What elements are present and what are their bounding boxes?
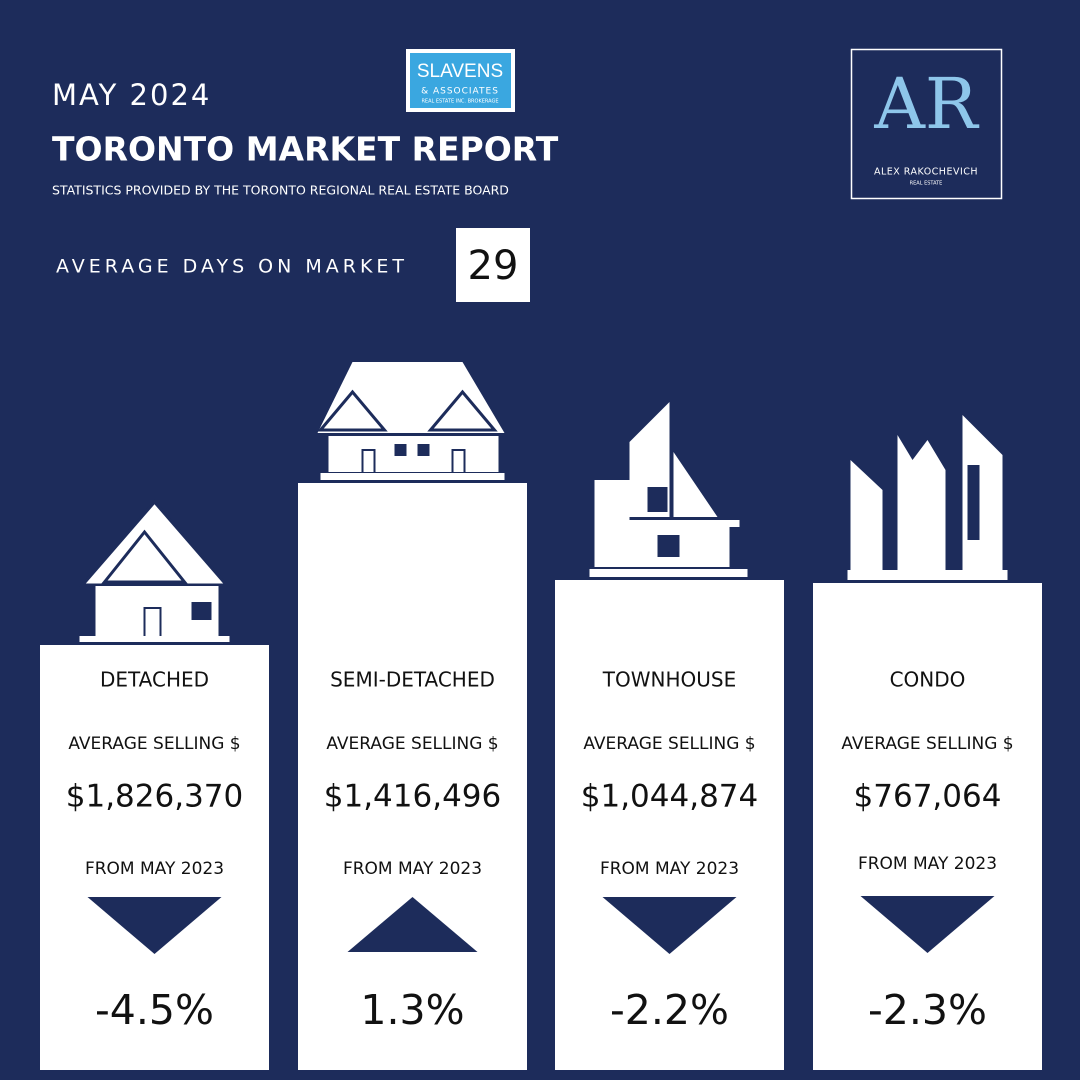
agent-monogram: AR: [873, 63, 980, 145]
card-price: $1,416,496: [324, 779, 502, 815]
gable: [317, 389, 388, 432]
card-bg: [555, 580, 784, 1070]
brokerage-name: SLAVENS: [417, 61, 503, 82]
card-label: AVERAGE SELLING $: [841, 734, 1013, 754]
card-change: -4.5%: [95, 986, 214, 1034]
card-price: $1,044,874: [581, 779, 759, 815]
gable: [427, 389, 498, 432]
brokerage-logo: [410, 53, 511, 108]
tower-l: [850, 460, 883, 570]
icon-condo: [847, 415, 1008, 580]
tower2: [673, 452, 718, 517]
cards: DETACHED AVERAGE SELLING $ $1,826,370 FROM …: [40, 362, 1042, 1070]
card: DETACHED AVERAGE SELLING $ $1,826,370 FROM …: [40, 645, 269, 1070]
card-price: $767,064: [854, 779, 1002, 815]
card: CONDO AVERAGE SELLING $ $767,064 FROM MAY 2…: [813, 583, 1042, 1070]
card-label: AVERAGE SELLING $: [68, 734, 240, 754]
card-bg: [298, 483, 527, 1070]
title: TORONTO MARKET REPORT: [52, 130, 559, 169]
card: TOWNHOUSE AVERAGE SELLING $ $1,044,874 FROM…: [555, 580, 784, 1070]
card-type: TOWNHOUSE: [602, 668, 736, 692]
card-type: SEMI-DETACHED: [330, 668, 495, 692]
card-change: 1.3%: [360, 986, 464, 1034]
wall: [326, 434, 501, 474]
icon-detached: [79, 499, 230, 642]
brokerage-line3: REAL ESTATE INC. BROKERAGE: [421, 99, 498, 105]
card-label: AVERAGE SELLING $: [583, 734, 755, 754]
agent-tagline: REAL ESTATE: [910, 181, 943, 187]
agent-logo-frame: [850, 48, 1003, 200]
card: SEMI-DETACHED AVERAGE SELLING $ $1,416,496…: [298, 483, 527, 1070]
roof: [317, 362, 505, 433]
days-box: [456, 228, 530, 302]
brokerage-line2: & ASSOCIATES: [421, 87, 499, 97]
month: MAY 2024: [52, 78, 211, 112]
days-value: 29: [468, 243, 519, 289]
card-bg: [813, 583, 1042, 1070]
card-change: -2.3%: [868, 986, 987, 1034]
icon-townhouse: [589, 402, 748, 577]
block: [594, 480, 630, 520]
base: [847, 570, 1008, 580]
direction-arrow: [602, 897, 737, 954]
card-compare: FROM MAY 2023: [343, 859, 482, 879]
base: [79, 636, 230, 642]
window: [394, 444, 407, 456]
base: [589, 569, 748, 577]
direction-arrow: [860, 896, 995, 953]
card-type: CONDO: [890, 668, 966, 692]
source: STATISTICS PROVIDED BY THE TORONTO REGIO…: [52, 183, 509, 198]
card-bg: [40, 645, 269, 1070]
card-change: -2.2%: [610, 986, 729, 1034]
gable: [101, 529, 188, 584]
icon-semi: [317, 362, 505, 480]
window: [647, 487, 668, 512]
days-label: AVERAGE DAYS ON MARKET: [56, 256, 408, 278]
card-price: $1,826,370: [66, 779, 244, 815]
base: [320, 473, 505, 480]
agent-name: ALEX RAKOCHEVICH: [874, 167, 978, 178]
card-label: AVERAGE SELLING $: [326, 734, 498, 754]
card-type: DETACHED: [100, 668, 209, 692]
slot: [967, 465, 980, 540]
tower-m: [897, 435, 946, 570]
direction-arrow: [347, 897, 478, 952]
direction-arrow: [87, 897, 222, 954]
window: [191, 602, 212, 620]
window2: [657, 535, 680, 557]
card-compare: FROM MAY 2023: [85, 859, 224, 879]
card-compare: FROM MAY 2023: [600, 859, 739, 879]
window: [417, 444, 430, 456]
card-compare: FROM MAY 2023: [858, 854, 997, 874]
deck: [594, 520, 740, 527]
